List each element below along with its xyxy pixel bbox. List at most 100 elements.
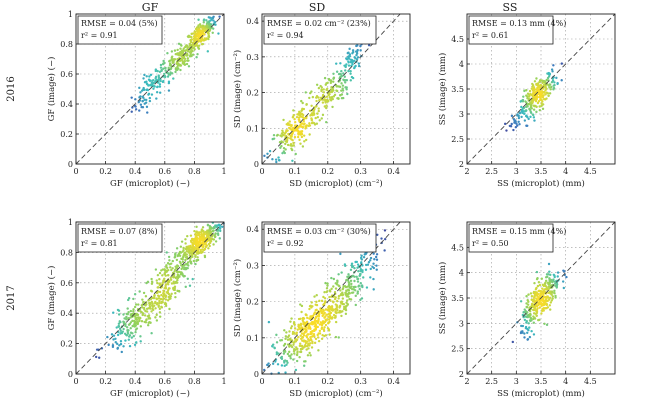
scatter-point <box>300 326 304 330</box>
scatter-point <box>367 261 371 264</box>
scatter-point <box>524 109 528 112</box>
scatter-point <box>352 60 355 63</box>
scatter-point <box>145 98 148 102</box>
y-tick-label: 0 <box>68 370 73 379</box>
scatter-point <box>340 300 343 303</box>
scatter-point <box>134 331 137 334</box>
scatter-point <box>359 268 363 271</box>
scatter-point <box>552 64 555 67</box>
scatter-point <box>148 301 151 305</box>
scatter-point <box>138 109 141 112</box>
scatter-point <box>188 284 192 287</box>
scatter-point <box>185 247 189 250</box>
scatter-point <box>283 329 286 332</box>
scatter-point <box>330 90 334 93</box>
scatter-point <box>336 85 339 88</box>
scatter-point <box>278 141 282 144</box>
x-axis-label: SS (microplot) (mm) <box>497 388 585 399</box>
scatter-point <box>199 39 202 42</box>
scatter-point <box>545 273 549 276</box>
scatter-point <box>295 353 299 357</box>
scatter-point <box>323 291 326 294</box>
scatter-point <box>271 157 274 161</box>
scatter-point <box>190 49 193 52</box>
scatter-point <box>170 55 174 58</box>
scatter-point <box>154 316 157 319</box>
scatter-point <box>133 305 137 309</box>
scatter-point <box>141 298 144 301</box>
scatter-point <box>282 146 286 150</box>
scatter-point <box>553 81 556 84</box>
stats-line: r² = 0.94 <box>267 31 304 40</box>
scatter-point <box>324 281 327 285</box>
scatter-point <box>345 63 348 66</box>
scatter-point <box>300 344 304 348</box>
scatter-point <box>201 38 204 41</box>
scatter-point <box>542 289 545 292</box>
scatter-point <box>172 286 175 290</box>
scatter-point <box>299 350 303 354</box>
scatter-point <box>150 282 154 285</box>
scatter-point <box>353 275 356 278</box>
scatter-point <box>332 308 335 312</box>
scatter-point <box>286 138 289 142</box>
scatter-point <box>201 26 204 29</box>
scatter-point <box>519 300 523 303</box>
scatter-point <box>328 310 331 313</box>
scatter-point <box>171 61 175 65</box>
scatter-point <box>353 66 356 70</box>
scatter-point <box>164 302 168 306</box>
scatter-point <box>330 95 334 99</box>
scatter-point <box>114 341 117 344</box>
scatter-point <box>195 230 198 233</box>
scatter-point <box>289 357 292 360</box>
scatter-point <box>145 318 148 321</box>
scatter-point <box>130 336 134 339</box>
scatter-point <box>323 297 327 300</box>
scatter-point <box>553 275 556 279</box>
scatter-point <box>123 317 126 320</box>
scatter-point <box>142 291 146 295</box>
scatter-point <box>202 21 205 24</box>
scatter-point <box>530 87 533 90</box>
x-tick-label: 4 <box>563 167 568 176</box>
scatter-point <box>176 53 179 56</box>
scatter-point <box>296 113 299 116</box>
scatter-point <box>344 264 347 268</box>
scatter-point <box>548 296 552 300</box>
scatter-point <box>321 113 325 117</box>
scatter-point <box>167 81 171 85</box>
scatter-point <box>537 296 540 299</box>
scatter-point <box>182 49 185 52</box>
scatter-point <box>176 278 179 282</box>
scatter-point <box>183 63 186 66</box>
scatter-point <box>148 75 151 78</box>
scatter-point <box>201 226 205 229</box>
scatter-point <box>295 346 298 349</box>
scatter-point <box>284 335 288 338</box>
scatter-point <box>197 252 200 255</box>
scatter-point <box>135 313 138 317</box>
scatter-point <box>313 123 317 126</box>
scatter-point <box>299 303 302 306</box>
scatter-point <box>337 273 340 276</box>
scatter-point <box>538 94 542 97</box>
scatter-point <box>298 138 301 142</box>
scatter-point <box>162 79 165 83</box>
scatter-point <box>551 70 554 73</box>
scatter-point <box>293 129 297 132</box>
scatter-point <box>299 142 302 145</box>
identity-line <box>75 13 225 165</box>
scatter-point <box>154 268 158 271</box>
scatter-point <box>127 298 130 302</box>
scatter-point <box>185 52 189 56</box>
scatter-point <box>293 135 297 139</box>
scatter-point <box>191 243 194 246</box>
scatter-point <box>139 103 143 106</box>
stats-line: RMSE = 0.15 mm (4%) <box>472 227 566 236</box>
x-tick-label: 3 <box>514 377 519 386</box>
scatter-point <box>375 253 379 256</box>
stats-line: r² = 0.81 <box>81 239 118 248</box>
scatter-point <box>211 31 214 35</box>
scatter-point <box>190 251 193 255</box>
